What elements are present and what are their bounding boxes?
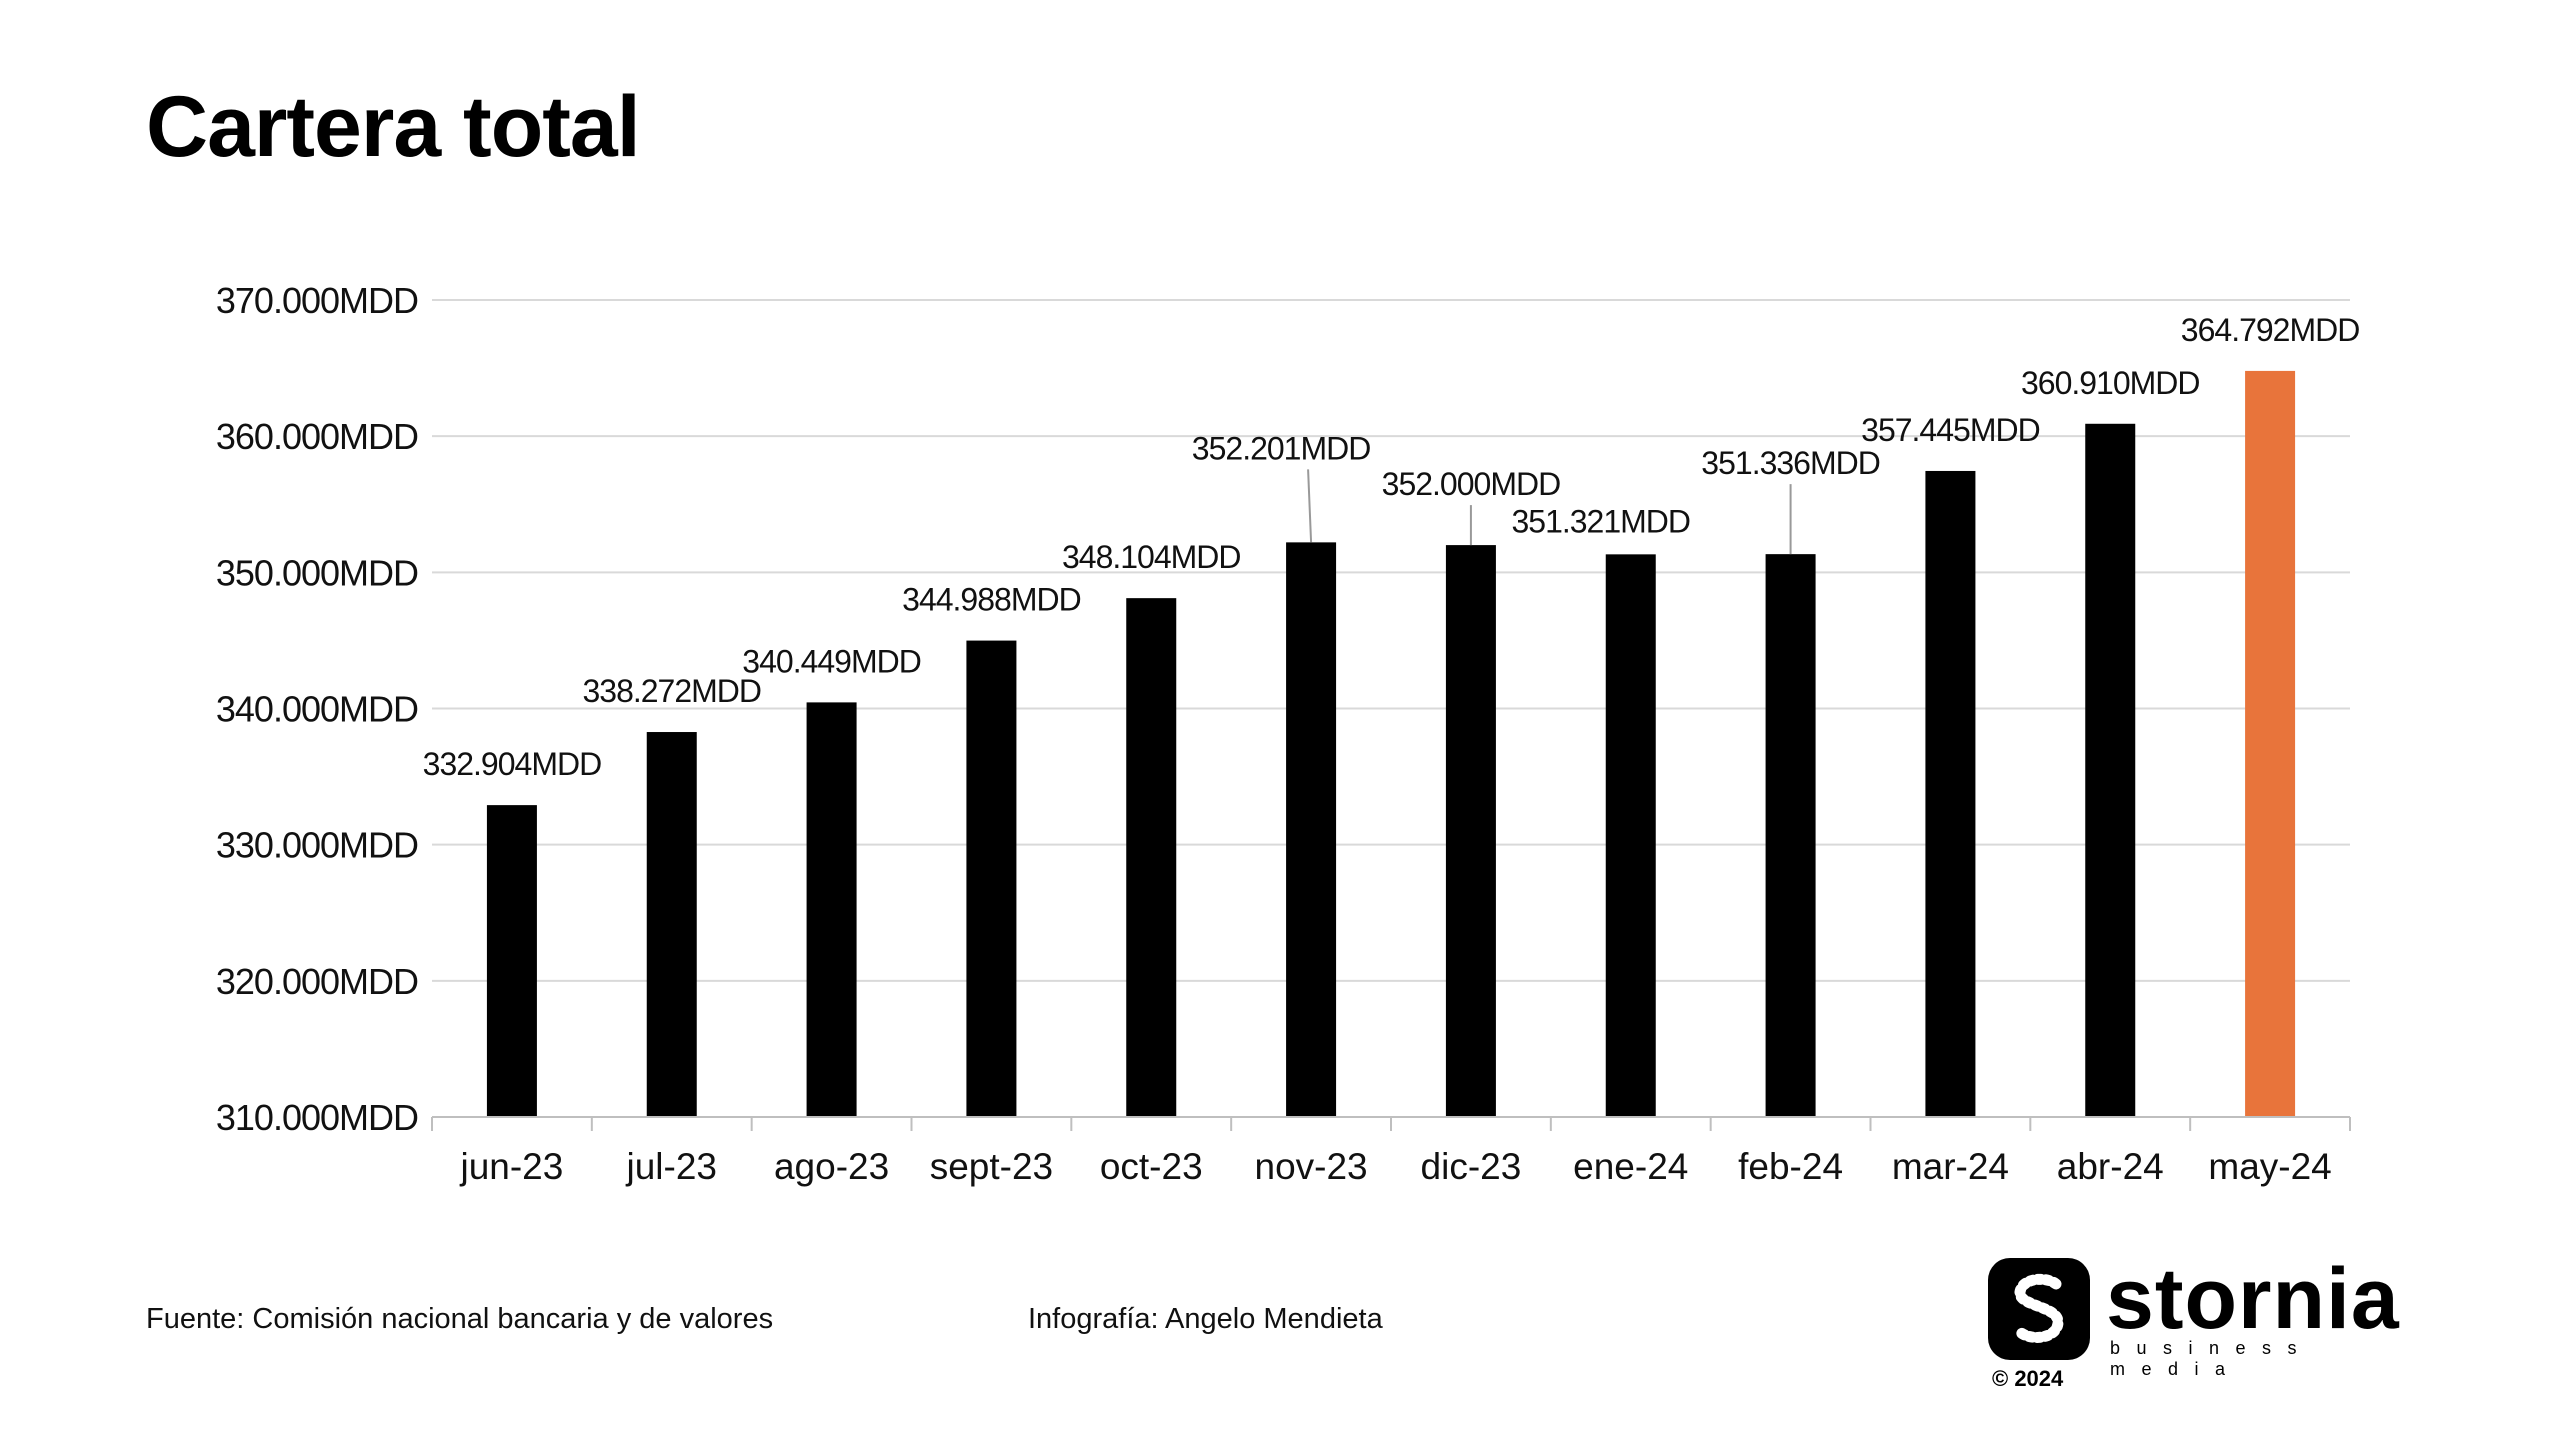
source-note: Fuente: Comisión nacional bancaria y de … [146,1303,774,1335]
data-label: 352.000MDD [1382,466,1561,502]
data-label: 360.910MDD [2021,365,2200,401]
credit-note: Infografía: Angelo Mendieta [1028,1303,1383,1335]
data-label: 357.445MDD [1861,412,2040,448]
chart-title: Cartera total [146,79,641,175]
data-label: 348.104MDD [1062,539,1241,575]
bar [2085,423,2136,1117]
logo-tagline: business media [2110,1338,2314,1379]
bar [2245,370,2296,1117]
x-tick-label: oct-23 [1100,1146,1203,1187]
x-tick-label: ago-23 [774,1146,889,1187]
x-tick-label: jul-23 [626,1146,718,1187]
bar [1445,545,1496,1117]
data-label: 332.904MDD [423,746,602,782]
bar [1765,554,1816,1117]
y-tick-label: 310.000MDD [216,1097,418,1138]
data-label: 364.792MDD [2181,312,2360,348]
x-tick-label: feb-24 [1738,1146,1843,1187]
bar [1605,554,1656,1117]
x-tick-label: mar-24 [1892,1146,2009,1187]
y-tick-label: 370.000MDD [216,280,418,321]
data-label: 351.321MDD [1511,503,1690,539]
bar [966,640,1017,1117]
stornia-s-icon [1988,1258,2090,1360]
x-tick-label: jun-23 [459,1146,563,1187]
y-tick-label: 340.000MDD [216,689,418,730]
label-leader-line [1307,469,1313,543]
data-label: 338.272MDD [582,673,761,709]
logo-wordmark: stornia [2106,1251,2400,1347]
x-tick-label: abr-24 [2057,1146,2164,1187]
y-tick-label: 350.000MDD [216,552,418,593]
stornia-logo: stornia business media © 2024 [1988,1251,2428,1391]
bar [1126,598,1177,1117]
data-label: 344.988MDD [902,582,1081,618]
data-label: 340.449MDD [742,643,921,679]
bar [1925,470,1976,1117]
data-label: 352.201MDD [1192,430,1371,466]
x-tick-label: ene-24 [1573,1146,1688,1187]
x-tick-label: may-24 [2208,1146,2331,1187]
y-tick-label: 330.000MDD [216,825,418,866]
bar [1286,542,1337,1117]
x-tick-label: nov-23 [1255,1146,1368,1187]
y-tick-label: 360.000MDD [216,416,418,457]
bar [806,702,857,1117]
bar [646,732,697,1117]
y-axis-tick-labels: 310.000MDD 320.000MDD 330.000MDD 340.000MDD… [216,280,419,1138]
gridlines [432,299,2350,982]
x-tick-label: sept-23 [930,1146,1053,1187]
data-label: 351.336MDD [1701,445,1880,481]
label-leader-lines [1307,469,1792,555]
x-axis: jun-23 jul-23 ago-23 sept-23 oct-23 nov-23 dic… [431,1116,2351,1187]
bar [486,805,537,1117]
logo-copyright: © 2024 [1992,1366,2064,1391]
x-tick-label: dic-23 [1421,1146,1522,1187]
y-tick-label: 320.000MDD [216,961,418,1002]
bars [486,370,2296,1117]
